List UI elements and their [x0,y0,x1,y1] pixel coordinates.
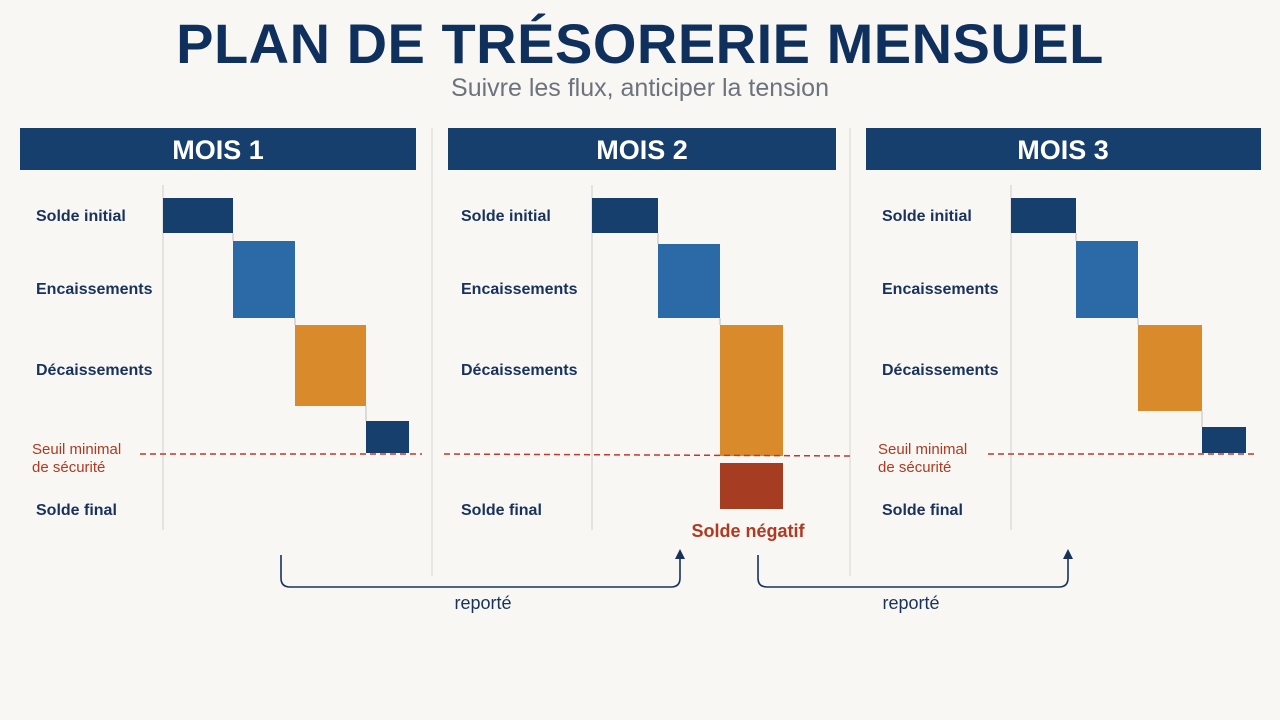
carry-label: reporté [882,593,939,613]
page-title: PLAN DE TRÉSORERIE MENSUEL [176,12,1104,75]
threshold-label-line-1: Seuil minimal [32,441,121,458]
row-label-opening: Solde initial [461,208,551,225]
bar-disbursements [720,325,783,456]
row-label-closing: Solde final [882,502,963,519]
threshold-label-line-2: de sécurité [878,459,951,476]
bar-closing-negative [720,463,783,509]
month-header-bg [20,128,416,170]
bar-receipts [1076,241,1138,318]
carry-label: reporté [454,593,511,613]
row-label-disbursements: Décaissements [36,362,153,379]
row-label-receipts: Encaissements [36,281,153,298]
month-header-1: MOIS 1 [20,128,416,170]
row-label-receipts: Encaissements [882,281,999,298]
row-label-receipts: Encaissements [461,281,578,298]
month-header-label: MOIS 3 [1017,135,1109,165]
bar-closing [366,421,409,453]
threshold-label-line-1: Seuil minimal [878,441,967,458]
row-label-closing: Solde final [36,502,117,519]
carry-arrow-path [757,555,1069,588]
row-label-disbursements: Décaissements [882,362,999,379]
month-header-bg [448,128,836,170]
row-labels-month-1: Solde initial Encaissements Décaissement… [32,208,153,519]
bar-opening [163,198,233,233]
row-label-opening: Solde initial [882,208,972,225]
month-header-3: MOIS 3 [866,128,1261,170]
arrow-head-icon [675,549,685,559]
bar-closing [1202,427,1246,453]
carry-arrow-path [280,555,681,588]
bar-receipts [233,241,295,318]
threshold-line-month-2 [443,453,855,457]
row-label-opening: Solde initial [36,208,126,225]
arrow-head-icon [1063,549,1073,559]
carry-arrow-2: reporté [757,549,1073,613]
row-label-disbursements: Décaissements [461,362,578,379]
bar-disbursements [295,325,366,406]
negative-balance-label: Solde négatif [691,521,805,541]
month-header-label: MOIS 2 [596,135,688,165]
bar-opening [592,198,658,233]
threshold-label-line-2: de sécurité [32,459,105,476]
bar-receipts [658,244,720,318]
waterfall-month-3 [1011,198,1246,453]
row-labels-month-3: Solde initial Encaissements Décaissement… [878,208,999,519]
month-header-2: MOIS 2 [448,128,836,170]
bar-opening [1011,198,1076,233]
waterfall-month-1 [163,198,409,453]
bar-disbursements [1138,325,1202,411]
month-header-label: MOIS 1 [172,135,264,165]
waterfall-month-2: Solde négatif [592,198,806,541]
page-subtitle: Suivre les flux, anticiper la tension [451,74,829,102]
row-label-closing: Solde final [461,502,542,519]
row-labels-month-2: Solde initial Encaissements Décaissement… [461,208,578,519]
carry-arrow-1: reporté [280,549,685,613]
month-header-bg [866,128,1261,170]
